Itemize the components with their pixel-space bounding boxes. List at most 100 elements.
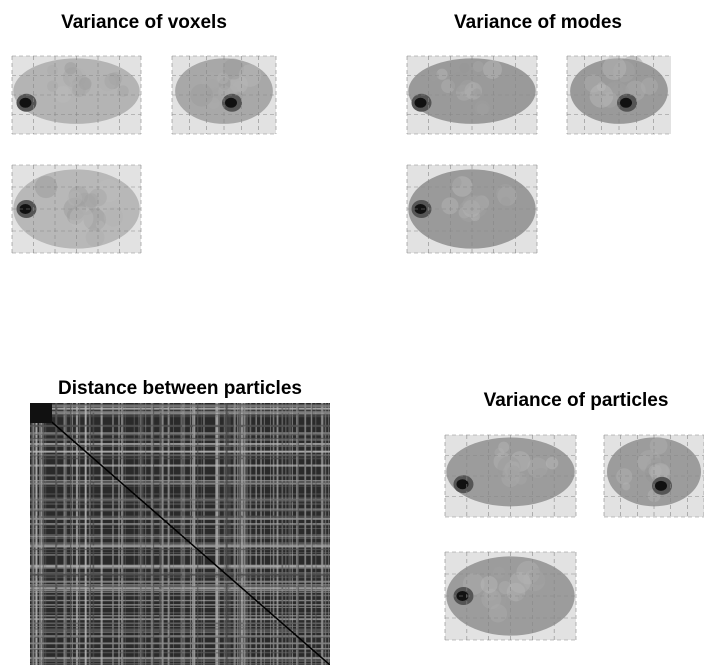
- brain-texture: [621, 55, 644, 79]
- brain-texture: [472, 88, 481, 97]
- brain-texture: [493, 452, 513, 471]
- brain-texture: [646, 457, 666, 478]
- brain-texture: [464, 195, 488, 218]
- brain-texture: [441, 79, 455, 94]
- brain-texture: [450, 176, 462, 189]
- brain-texture: [464, 82, 483, 100]
- brain-texture: [67, 82, 84, 98]
- brain-view: [406, 164, 538, 254]
- matrix-diagonal: [30, 403, 330, 665]
- brain-texture: [488, 604, 508, 623]
- brain-texture: [64, 62, 77, 75]
- activation-core: [655, 480, 667, 491]
- brain-texture: [450, 71, 471, 92]
- brain-texture: [436, 68, 448, 80]
- brain-texture: [205, 79, 220, 94]
- brain-texture: [509, 571, 531, 594]
- brain-texture: [229, 75, 248, 94]
- brain-texture: [637, 455, 652, 470]
- brain-texture: [88, 188, 107, 207]
- brain-texture: [601, 91, 618, 108]
- brain-texture: [54, 86, 72, 103]
- brain-texture: [222, 58, 244, 80]
- brain-view: [566, 55, 671, 135]
- brain-texture: [523, 569, 546, 592]
- brain-texture: [497, 456, 521, 480]
- panel-title: Variance of modes: [454, 12, 622, 33]
- brain-texture: [481, 589, 502, 610]
- brain-texture: [602, 56, 627, 81]
- brain-texture: [510, 461, 520, 471]
- brain-view: [444, 551, 577, 641]
- activation-core: [19, 97, 32, 108]
- brain-view: [11, 164, 142, 254]
- brain-texture: [596, 82, 606, 92]
- brain-texture: [498, 580, 512, 595]
- brain-texture: [637, 470, 656, 489]
- brain-texture: [463, 82, 481, 99]
- brain-texture: [474, 100, 490, 116]
- brain-texture: [67, 191, 83, 206]
- brain-texture: [47, 64, 58, 76]
- brain-texture: [649, 436, 668, 455]
- brain-texture: [604, 91, 613, 100]
- brain-texture: [207, 97, 220, 110]
- brain-texture: [622, 482, 631, 491]
- brain-texture: [637, 450, 662, 474]
- brain-texture: [227, 85, 238, 97]
- brain-texture: [517, 593, 527, 603]
- brain-texture: [68, 185, 89, 206]
- brain-texture: [506, 582, 526, 602]
- matrix-corner: [30, 403, 52, 423]
- brain-texture: [484, 587, 507, 610]
- brain-texture: [472, 61, 484, 73]
- brain-texture: [84, 193, 99, 208]
- brain-texture: [462, 199, 481, 218]
- brain-texture: [97, 179, 121, 203]
- brain-texture: [504, 461, 521, 478]
- brain-texture: [507, 465, 520, 478]
- brain-texture: [63, 197, 87, 221]
- brain-texture: [584, 74, 603, 93]
- brain-view: [406, 55, 538, 135]
- brain-texture: [103, 207, 124, 227]
- brain-texture: [474, 195, 490, 211]
- brain-texture: [66, 207, 84, 225]
- activation-core: [414, 204, 427, 214]
- brain-texture: [648, 464, 662, 478]
- brain-texture: [516, 560, 540, 585]
- brain-texture: [74, 192, 97, 216]
- brain-texture: [47, 80, 59, 92]
- panel-title: Variance of particles: [484, 390, 669, 411]
- brain-texture: [509, 451, 531, 472]
- brain-texture: [492, 566, 505, 579]
- brain-texture: [104, 73, 121, 90]
- brain-view: [444, 434, 577, 518]
- brain-texture: [462, 195, 482, 215]
- brain-texture: [497, 186, 517, 206]
- brain-texture: [640, 77, 659, 95]
- brain-texture: [68, 67, 87, 86]
- brain-texture: [502, 464, 520, 482]
- brain-texture: [646, 463, 665, 482]
- activation-core: [456, 479, 469, 490]
- brain-texture: [496, 184, 516, 203]
- panel-title: Variance of voxels: [61, 12, 227, 33]
- brain-texture: [451, 176, 473, 197]
- brain-texture: [428, 70, 439, 82]
- brain-view: [603, 434, 704, 518]
- brain-texture: [201, 71, 221, 91]
- brain-texture: [108, 71, 123, 86]
- brain-texture: [529, 568, 547, 586]
- brain-texture: [494, 447, 505, 458]
- brain-texture: [459, 62, 470, 73]
- brain-texture: [589, 84, 614, 108]
- brain-texture: [78, 77, 92, 91]
- activation-core: [225, 97, 237, 108]
- brain-texture: [72, 83, 86, 98]
- brain-texture: [605, 82, 624, 100]
- brain-texture: [532, 468, 550, 486]
- brain-texture: [34, 175, 58, 199]
- panel-title: Distance between particles: [58, 378, 302, 399]
